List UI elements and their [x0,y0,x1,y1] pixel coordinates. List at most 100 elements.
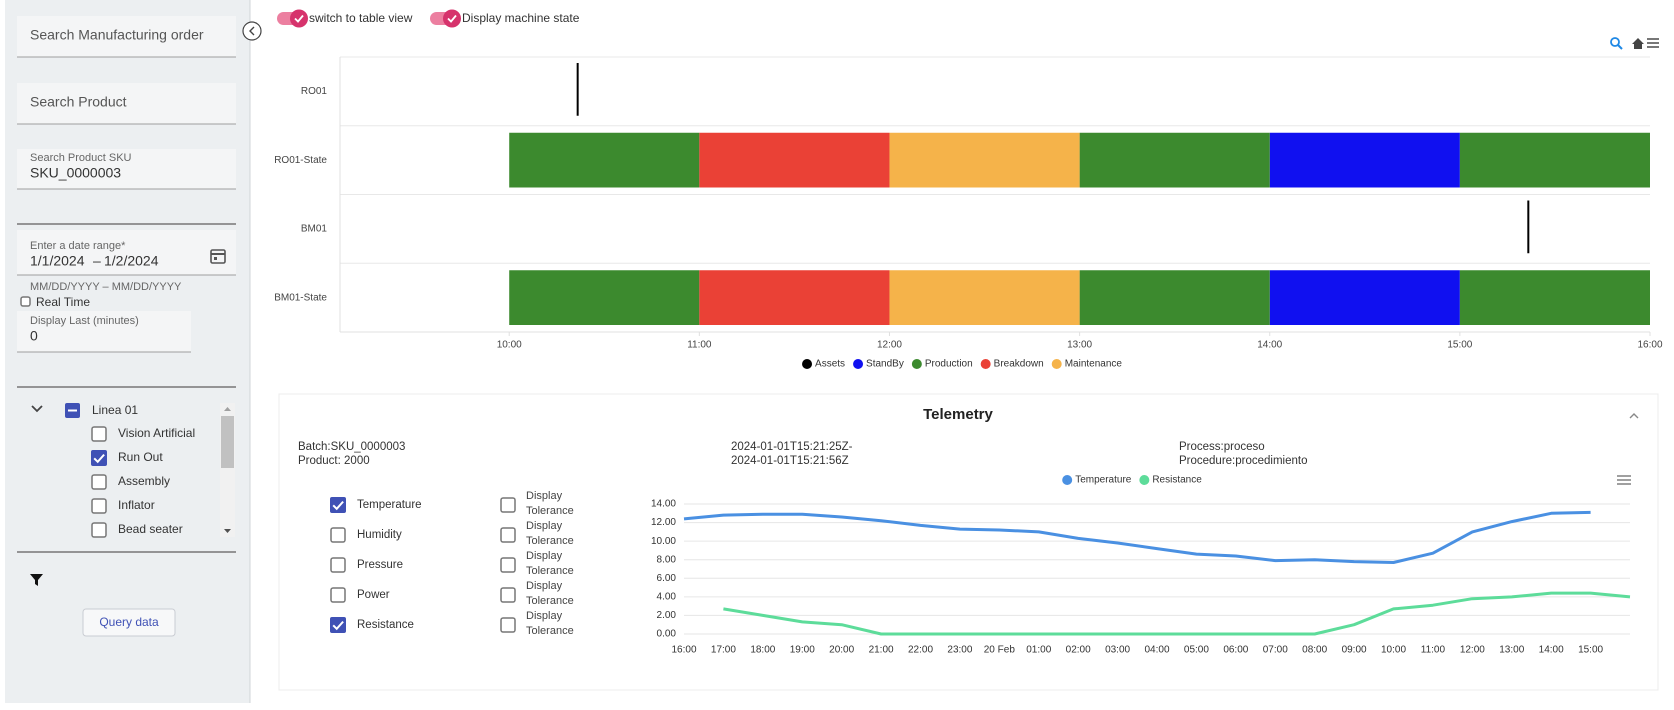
x-tick-label: 11:00 [687,340,712,351]
x-tick-label: 18:00 [750,645,775,656]
checkbox[interactable] [500,587,516,603]
scroll-up[interactable] [224,407,231,411]
legend-marker [911,359,922,369]
y-tick-label: 0.00 [657,629,677,640]
checkbox[interactable] [500,617,516,633]
chart-menu-icon[interactable] [1617,475,1631,485]
toggle-check [294,14,304,23]
checkbox[interactable] [91,426,107,442]
tolerance-label: Display Tolerance [526,490,574,517]
x-tick-label: 04:00 [1144,645,1169,656]
zoom-icon[interactable] [1610,37,1623,50]
collapse-panel[interactable] [1629,413,1639,419]
measure-label: Power [357,589,390,601]
date-end: 1/2/2024 [104,253,159,269]
scroll-down[interactable] [224,529,231,533]
sku-label: Search Product SKU [30,152,132,164]
checkbox[interactable] [500,557,516,573]
toggle-label: switch to table view [309,11,413,25]
checkbox-checked[interactable] [91,450,107,466]
checkmark [93,453,105,464]
x-tick-label: 05:00 [1184,645,1209,656]
display-last-field[interactable] [17,311,191,352]
date-label: Enter a date range* [30,240,126,252]
checkbox-checked[interactable] [330,497,346,513]
legend-label: StandBy [866,359,904,370]
checkbox-checked[interactable] [330,617,346,633]
search-product-field[interactable] [17,83,236,124]
date-range-field[interactable] [17,230,236,275]
calendar-icon[interactable] [210,249,226,264]
collapse-button[interactable] [242,21,262,41]
x-tick-label: 12:00 [1460,645,1485,656]
x-tick-label: 20:00 [829,645,854,656]
x-tick-label: 20 Feb [984,645,1016,656]
date-start: 1/1/2024 [30,253,85,269]
tolerance-label-box: Display Tolerance [526,490,574,517]
legend-label: Resistance [1152,475,1202,486]
y-category-label: RO01 [301,86,328,97]
product: Product: 2000 [298,455,370,467]
y-tick-label: 4.00 [657,591,677,602]
tolerance-label: Display Tolerance [526,580,574,607]
state-bar [889,132,1080,188]
display-last-label: Display Last (minutes) [30,315,139,327]
legend-label: Assets [815,359,845,370]
checkbox[interactable] [91,522,107,538]
x-tick-label: 12:00 [877,340,902,351]
menu-icon[interactable] [1647,38,1659,48]
toggle-thumb [290,9,308,28]
home-icon[interactable] [1632,38,1644,49]
expand-chevron[interactable] [31,405,43,413]
state-bar [699,270,890,325]
checkmark [332,500,344,511]
x-tick-label: 22:00 [908,645,933,656]
x-tick-label: 19:00 [790,645,815,656]
filter-icon[interactable] [30,574,43,586]
search-product-placeholder: Search Product [30,94,127,110]
measure-label: Pressure [357,559,403,571]
measure-label: Temperature [357,499,422,511]
state-bar [509,132,700,188]
search-order-placeholder: Search Manufacturing order [30,27,204,43]
x-tick-label: 15:00 [1447,340,1472,351]
tolerance-label: Display Tolerance [526,550,574,577]
query-button-label: Query data [99,615,159,629]
tree-root-checkbox[interactable] [65,403,80,418]
toggle-thumb [443,9,461,28]
x-tick-label: 08:00 [1302,645,1327,656]
checkbox[interactable] [500,497,516,513]
checkbox[interactable] [330,557,346,573]
process: Process:proceso [1179,441,1265,453]
state-bar [699,132,890,188]
search-order-field[interactable] [17,16,236,57]
sku-field[interactable] [17,149,236,189]
x-tick-label: 17:00 [711,645,736,656]
legend-label: Maintenance [1065,359,1123,370]
state-bar [1459,132,1650,188]
x-tick-label: 14:00 [1539,645,1564,656]
legend-label: Breakdown [994,359,1044,370]
checkbox[interactable] [330,527,346,543]
legend-marker [1062,475,1073,485]
scrollbar-thumb[interactable] [221,416,234,468]
query-button[interactable] [82,608,176,637]
series-line [723,591,1631,636]
x-tick-label: 13:00 [1499,645,1524,656]
legend-label: Temperature [1075,475,1132,486]
x-tick-label: 06:00 [1223,645,1248,656]
measure-label: Resistance [357,619,414,631]
tree-root-label: Linea 01 [92,403,138,417]
checkbox[interactable] [20,296,31,307]
checkbox[interactable] [330,587,346,603]
toggle-check [447,14,457,23]
x-tick-label: 10:00 [497,340,522,351]
batch: Batch:SKU_0000003 [298,441,405,453]
checkbox[interactable] [500,527,516,543]
y-category-label: BM01 [301,224,328,235]
x-tick-label: 16:00 [1637,340,1662,351]
state-bar [509,270,700,325]
y-tick-label: 12.00 [651,517,676,528]
checkbox[interactable] [91,474,107,490]
checkbox[interactable] [91,498,107,514]
